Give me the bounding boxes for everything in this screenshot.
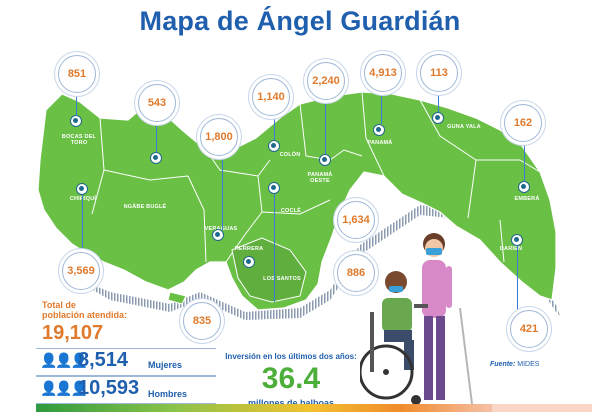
region-label-gunayala: GUNA YALA	[447, 124, 481, 130]
map-pin-icon	[511, 234, 523, 246]
region-label-cocle: COCLÉ	[280, 208, 302, 214]
value-bubble-panamaoeste: 2,240	[307, 62, 345, 100]
total-label: Total de población atendida:	[42, 300, 128, 320]
region-label-ngabe: NGÄBE BUGLÉ	[123, 204, 167, 210]
value-bubble-colon: 1,140	[252, 78, 290, 116]
value-bubble-darien: 421	[510, 310, 548, 348]
region-label-herrera: HERRERA	[234, 246, 264, 252]
map-pin-icon	[373, 124, 385, 136]
value-bubble-lossantos: 886	[337, 254, 375, 292]
region-label-colon: COLÓN	[279, 152, 301, 158]
value-bubble-gunayala: 113	[420, 54, 458, 92]
color-bar-fade	[492, 404, 592, 412]
page-title: Mapa de Ángel Guardián	[139, 6, 461, 36]
region-label-bocas: BOCAS DEL TORO	[61, 134, 97, 146]
mujeres-label: Mujeres	[148, 360, 183, 370]
value-bubble-bocas: 851	[58, 55, 96, 93]
value-bubble-chiriqui: 3,569	[62, 252, 100, 290]
value-bubble-sanmiguelito: 1,634	[337, 201, 375, 239]
men-icon: 👤👤👤	[40, 380, 88, 396]
color-bar	[36, 404, 492, 412]
map-pin-icon	[150, 152, 162, 164]
coiba-island	[167, 291, 187, 305]
region-label-panama: PANAMÁ	[367, 140, 393, 146]
map-pin-icon	[212, 229, 224, 241]
region-label-chiriqui: CHIRIQUÍ	[60, 196, 106, 202]
women-icon: 👤👤👤	[40, 352, 88, 368]
region-label-embera: EMBERÁ	[514, 196, 540, 202]
azuero-peninsula	[231, 237, 307, 303]
investment-unit: millones de balboas	[247, 398, 335, 408]
region-label-embera-south: EMBERÁ	[468, 254, 494, 260]
hombres-row	[36, 376, 216, 404]
map-pin-icon	[76, 183, 88, 195]
investment-value: 36.4	[261, 362, 321, 395]
value-bubble-veraguas: 1,800	[200, 118, 238, 156]
map-pin-icon	[243, 256, 255, 268]
source-note: Fuente: MIDES	[490, 361, 540, 368]
hombres-label: Hombres	[148, 389, 188, 399]
value-bubble-panama: 4,913	[364, 54, 402, 92]
map-pin-icon	[268, 182, 280, 194]
map-pin-icon	[70, 115, 82, 127]
guardian-illustration	[360, 233, 473, 405]
total-value: 19,107	[42, 322, 104, 344]
region-label-lossantos: LOS SANTOS	[263, 276, 301, 282]
map-pin-icon	[518, 181, 530, 193]
map-pin-icon	[268, 140, 280, 152]
mujeres-value: 8,514	[78, 349, 129, 371]
isthmus-land	[37, 91, 557, 311]
value-bubble-cocle: 835	[183, 302, 221, 340]
value-bubble-embera: 162	[504, 104, 542, 142]
hombres-value: 10,593	[78, 377, 140, 399]
region-label-panamaoeste: PANAMÁ OESTE	[307, 172, 333, 184]
region-label-darien: DARIÉN	[499, 246, 523, 252]
value-bubble-ngabe: 543	[138, 84, 176, 122]
map-pin-icon	[319, 154, 331, 166]
mujeres-row	[36, 348, 216, 376]
map-pin-icon	[432, 112, 444, 124]
investment-label: Inversión en los últimos dos años:	[225, 352, 357, 361]
